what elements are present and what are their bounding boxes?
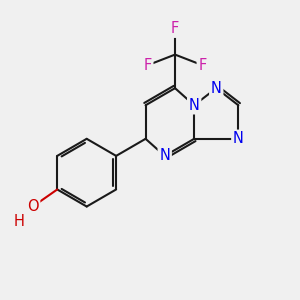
Text: N: N <box>159 148 170 164</box>
Text: N: N <box>233 131 244 146</box>
Text: F: F <box>143 58 152 73</box>
Text: F: F <box>198 58 206 73</box>
Text: H: H <box>14 214 24 229</box>
Text: F: F <box>171 21 179 36</box>
Text: N: N <box>211 81 222 96</box>
Text: N: N <box>189 98 200 113</box>
Text: O: O <box>27 199 39 214</box>
